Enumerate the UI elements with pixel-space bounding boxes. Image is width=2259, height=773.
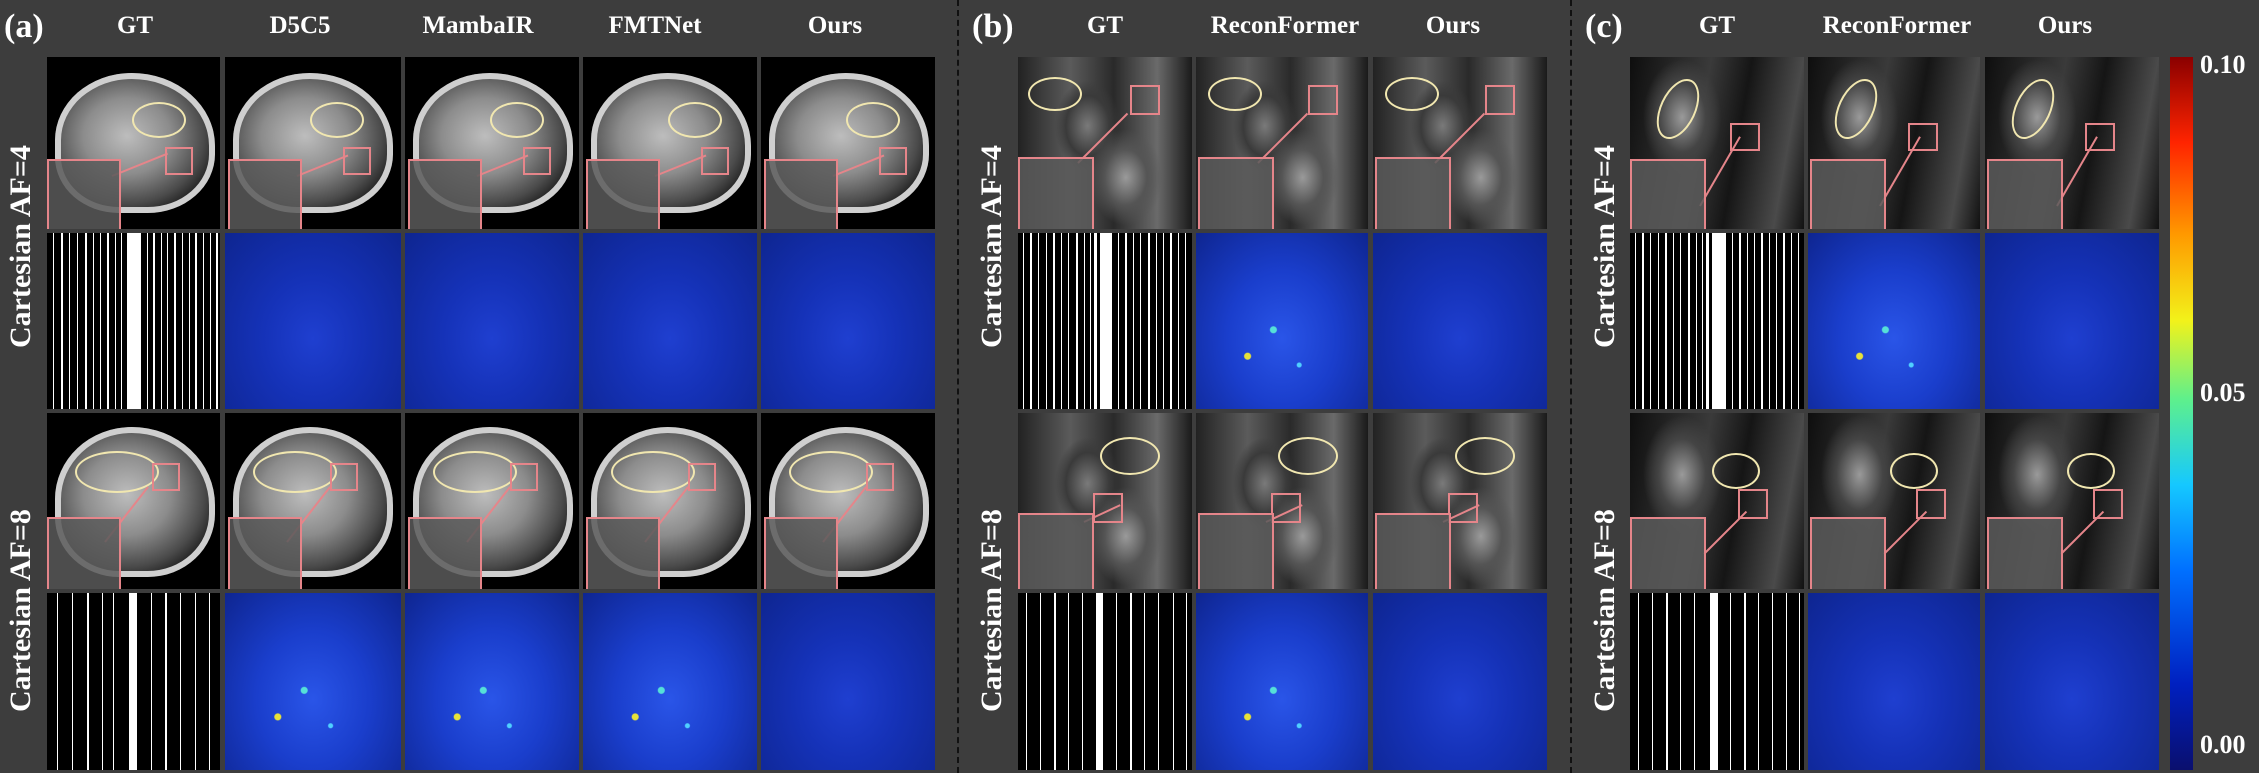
cartesian-mask-graphic <box>1023 233 1186 409</box>
divider-b-c <box>1570 0 1572 773</box>
mri-c-af8-gt <box>1630 413 1804 589</box>
mri-c-af8-ours <box>1985 413 2159 589</box>
col-header-a-ours: Ours <box>807 12 863 39</box>
divider-a-b <box>957 0 959 773</box>
error-map-b-af4-reconformer <box>1196 233 1368 409</box>
mask-c-af8 <box>1630 593 1804 770</box>
mri-a-af8-gt <box>47 413 220 589</box>
mri-b-af8-gt <box>1018 413 1192 589</box>
mri-b-af4-ours <box>1373 57 1547 229</box>
mri-c-af4-gt <box>1630 57 1804 229</box>
mask-c-af4 <box>1630 233 1804 409</box>
col-header-a-mambair: MambaIR <box>422 12 534 39</box>
mri-c-af4-ours <box>1985 57 2159 229</box>
error-map-a-af8-fmtnet <box>583 593 757 770</box>
cartesian-mask-graphic <box>1638 593 1800 770</box>
error-map-c-af8-ours <box>1985 593 2159 770</box>
mask-b-af8 <box>1018 593 1192 770</box>
mri-a-af4-d5c5 <box>225 57 401 229</box>
error-map-a-af4-mambair <box>405 233 579 409</box>
mri-b-af4-gt <box>1018 57 1192 229</box>
row-label-c-af8: Cartesian AF=8 <box>1588 509 1621 712</box>
row-label-a-af4: Cartesian AF=4 <box>4 145 37 348</box>
col-header-c-ours: Ours <box>2037 12 2093 39</box>
mri-a-af8-mambair <box>405 413 579 589</box>
cartesian-mask-graphic <box>1026 593 1187 770</box>
error-map-c-af4-reconformer <box>1808 233 1980 409</box>
mri-a-af4-mambair <box>405 57 579 229</box>
mri-a-af8-d5c5 <box>225 413 401 589</box>
mri-a-af4-fmtnet <box>583 57 757 229</box>
col-header-a-fmtnet: FMTNet <box>608 12 702 39</box>
col-header-a-gt: GT <box>116 12 154 39</box>
row-label-b-af4: Cartesian AF=4 <box>975 145 1008 348</box>
col-header-b-gt: GT <box>1086 12 1124 39</box>
mri-a-af8-ours <box>761 413 935 589</box>
mri-c-af4-reconformer <box>1808 57 1980 229</box>
col-header-b-ours: Ours <box>1425 12 1481 39</box>
mri-a-af4-gt <box>47 57 220 229</box>
error-map-a-af8-ours <box>761 593 935 770</box>
mri-a-af8-fmtnet <box>583 413 757 589</box>
col-header-b-reconformer: ReconFormer <box>1210 12 1360 39</box>
panel-c-label: (c) <box>1585 8 1623 45</box>
colorbar-tick-min: 0.00 <box>2200 730 2246 759</box>
mask-a-af4 <box>47 233 220 409</box>
cartesian-mask-graphic <box>53 233 218 409</box>
error-colorbar <box>2170 57 2193 770</box>
error-map-b-af8-reconformer <box>1196 593 1368 770</box>
colorbar-tick-mid: 0.05 <box>2200 378 2246 407</box>
error-map-a-af8-mambair <box>405 593 579 770</box>
error-map-a-af4-fmtnet <box>583 233 757 409</box>
mri-b-af8-ours <box>1373 413 1547 589</box>
mask-b-af4 <box>1018 233 1192 409</box>
error-map-c-af8-reconformer <box>1808 593 1980 770</box>
error-map-b-af8-ours <box>1373 593 1547 770</box>
mri-c-af8-reconformer <box>1808 413 1980 589</box>
col-header-a-d5c5: D5C5 <box>269 12 331 39</box>
row-label-a-af8: Cartesian AF=8 <box>4 509 37 712</box>
error-map-a-af8-d5c5 <box>225 593 401 770</box>
mask-a-af8 <box>47 593 220 770</box>
error-map-a-af4-d5c5 <box>225 233 401 409</box>
cartesian-mask-graphic <box>1635 233 1799 409</box>
row-label-b-af8: Cartesian AF=8 <box>975 509 1008 712</box>
panel-b-label: (b) <box>972 8 1014 45</box>
error-map-c-af4-ours <box>1985 233 2159 409</box>
mri-b-af4-reconformer <box>1196 57 1368 229</box>
cartesian-mask-graphic <box>57 593 210 770</box>
mri-a-af4-ours <box>761 57 935 229</box>
error-map-b-af4-ours <box>1373 233 1547 409</box>
error-map-a-af4-ours <box>761 233 935 409</box>
row-label-c-af4: Cartesian AF=4 <box>1588 145 1621 348</box>
mri-b-af8-reconformer <box>1196 413 1368 589</box>
col-header-c-reconformer: ReconFormer <box>1822 12 1972 39</box>
colorbar-tick-max: 0.10 <box>2200 50 2246 79</box>
col-header-c-gt: GT <box>1698 12 1736 39</box>
panel-a-label: (a) <box>4 8 44 45</box>
